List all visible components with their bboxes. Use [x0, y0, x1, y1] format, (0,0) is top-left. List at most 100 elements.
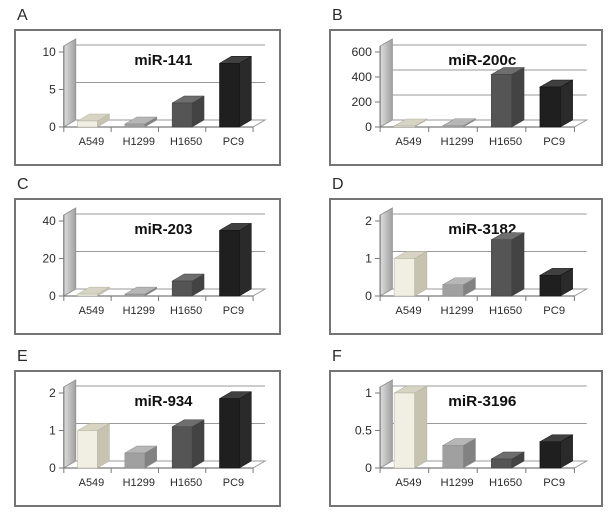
bar-side-face	[414, 251, 428, 297]
bar-front-face	[539, 275, 561, 297]
bar-A549	[393, 385, 428, 469]
chart-title: miR-3182	[448, 221, 516, 238]
x-category-label: A549	[395, 477, 421, 489]
figure-panel-E: E 0 1 2 miR-934 A549 H1299 H1650 PC9	[14, 344, 281, 507]
x-category-label: PC9	[543, 305, 565, 317]
bar-front-face	[539, 441, 561, 469]
bar-H1299	[123, 116, 158, 128]
bar-H1299	[123, 445, 158, 469]
bar-H1299	[123, 286, 158, 297]
chart-miR-934: 0 1 2 miR-934 A549 H1299 H1650 PC9	[49, 379, 267, 489]
bar-side-face	[239, 222, 252, 297]
y-tick-label: 600	[351, 45, 372, 59]
x-category-label: H1299	[440, 477, 473, 489]
chart-title: miR-141	[134, 52, 192, 69]
bar-front-face	[77, 120, 98, 128]
x-category-label: A549	[395, 136, 421, 148]
bar-front-face	[442, 125, 464, 128]
panel-letter: A	[17, 7, 28, 24]
bar-PC9	[538, 267, 574, 297]
y-tick-label: 0	[365, 289, 372, 303]
x-category-label: H1299	[123, 136, 155, 148]
bar-side-face	[560, 79, 573, 128]
y-tick-label: 0	[49, 461, 56, 475]
chart-wall	[379, 379, 393, 469]
y-tick-label: 2	[49, 386, 56, 400]
x-category-label: PC9	[223, 477, 244, 489]
y-tick-label: 40	[43, 214, 57, 228]
x-category-label: H1650	[489, 305, 522, 317]
x-category-label: PC9	[543, 136, 565, 148]
y-tick-label: 1	[365, 252, 372, 266]
bar-front-face	[393, 392, 415, 469]
bar-PC9	[218, 391, 253, 469]
figure-panel-F: F 0 0.5 1 miR-3196 A549 H1299 H1650 PC9	[329, 344, 603, 507]
y-tick-label: 0	[49, 120, 56, 134]
bar-front-face	[171, 102, 193, 128]
bar-H1650	[171, 95, 205, 128]
chart-title-bg	[129, 392, 198, 409]
bar-front-face	[124, 293, 146, 297]
chart-wall	[379, 38, 393, 128]
figure-panel-C: C 0 20 40 miR-203 A549 H1299 H1650 PC9	[14, 172, 281, 335]
chart-frame: 0 1 2 miR-934 A549 H1299 H1650 PC9	[14, 370, 281, 507]
bar-A549	[76, 286, 111, 297]
y-tick-label: 20	[43, 251, 57, 265]
bar-front-face	[171, 280, 193, 297]
bar-front-face	[539, 86, 561, 128]
bar-side-face	[511, 67, 525, 128]
x-category-label: PC9	[543, 477, 565, 489]
bar-front-face	[219, 230, 240, 297]
bar-A549	[76, 113, 111, 128]
y-tick-label: 10	[43, 45, 57, 59]
chart-title-bg	[443, 220, 522, 237]
chart-title: miR-200c	[448, 52, 516, 69]
chart-title: miR-3196	[448, 393, 516, 410]
figure-panel-D: D 0 1 2 miR-3182 A549 H1299 H1650 PC9	[329, 172, 603, 335]
x-category-label: H1299	[440, 136, 473, 148]
x-category-label: H1299	[440, 305, 473, 317]
x-category-label: H1299	[123, 305, 155, 317]
bar-H1650	[490, 451, 525, 469]
bar-front-face	[77, 430, 98, 469]
chart-miR-3196: 0 0.5 1 miR-3196 A549 H1299 H1650 PC9	[355, 379, 589, 489]
chart-wall	[63, 207, 77, 297]
bar-PC9	[538, 79, 574, 128]
figure-panel-B: B 0 200 400 600 miR-200c A549 H1299 H1650 PC9	[329, 3, 603, 166]
bar-A549	[393, 118, 428, 128]
y-tick-label: 0	[49, 289, 56, 303]
x-category-label: H1650	[170, 305, 202, 317]
bar-front-face	[442, 284, 464, 297]
x-category-label: A549	[79, 477, 105, 489]
x-category-label: A549	[395, 305, 421, 317]
chart-frame: 0 1 2 miR-3182 A549 H1299 H1650 PC9	[329, 198, 603, 335]
x-category-label: H1299	[123, 477, 155, 489]
panel-letter: D	[332, 176, 344, 193]
chart-miR-200c: 0 200 400 600 miR-200c A549 H1299 H1650 PC9	[351, 38, 589, 148]
bar-H1650	[171, 419, 205, 469]
x-category-label: A549	[79, 136, 105, 148]
bar-front-face	[77, 293, 98, 297]
chart-wall	[63, 379, 77, 469]
bar-PC9	[218, 222, 253, 297]
x-category-label: H1650	[489, 136, 522, 148]
bar-front-face	[393, 258, 415, 297]
y-tick-label: 0	[365, 461, 372, 475]
chart-miR-3182: 0 1 2 miR-3182 A549 H1299 H1650 PC9	[365, 207, 589, 317]
x-category-label: A549	[79, 305, 105, 317]
chart-title-bg	[129, 51, 198, 68]
chart-miR-141: 0 5 10 miR-141 A549 H1299 H1650 PC9	[43, 38, 267, 148]
bar-H1650	[490, 232, 525, 297]
bar-H1299	[441, 277, 477, 297]
bar-front-face	[219, 398, 240, 469]
bar-H1650	[171, 273, 205, 297]
chart-miR-203: 0 20 40 miR-203 A549 H1299 H1650 PC9	[43, 207, 267, 317]
x-category-label: H1650	[170, 477, 202, 489]
bar-front-face	[124, 452, 146, 469]
figure-panel-A: A 0 5 10 miR-141 A549 H1299 H1650 PC9	[14, 3, 281, 166]
chart-frame: 0 200 400 600 miR-200c A549 H1299 H1650 PC9	[329, 29, 603, 166]
bar-A549	[393, 251, 428, 297]
chart-frame: 0 20 40 miR-203 A549 H1299 H1650 PC9	[14, 198, 281, 335]
bar-side-face	[97, 423, 110, 469]
bar-front-face	[124, 123, 146, 128]
